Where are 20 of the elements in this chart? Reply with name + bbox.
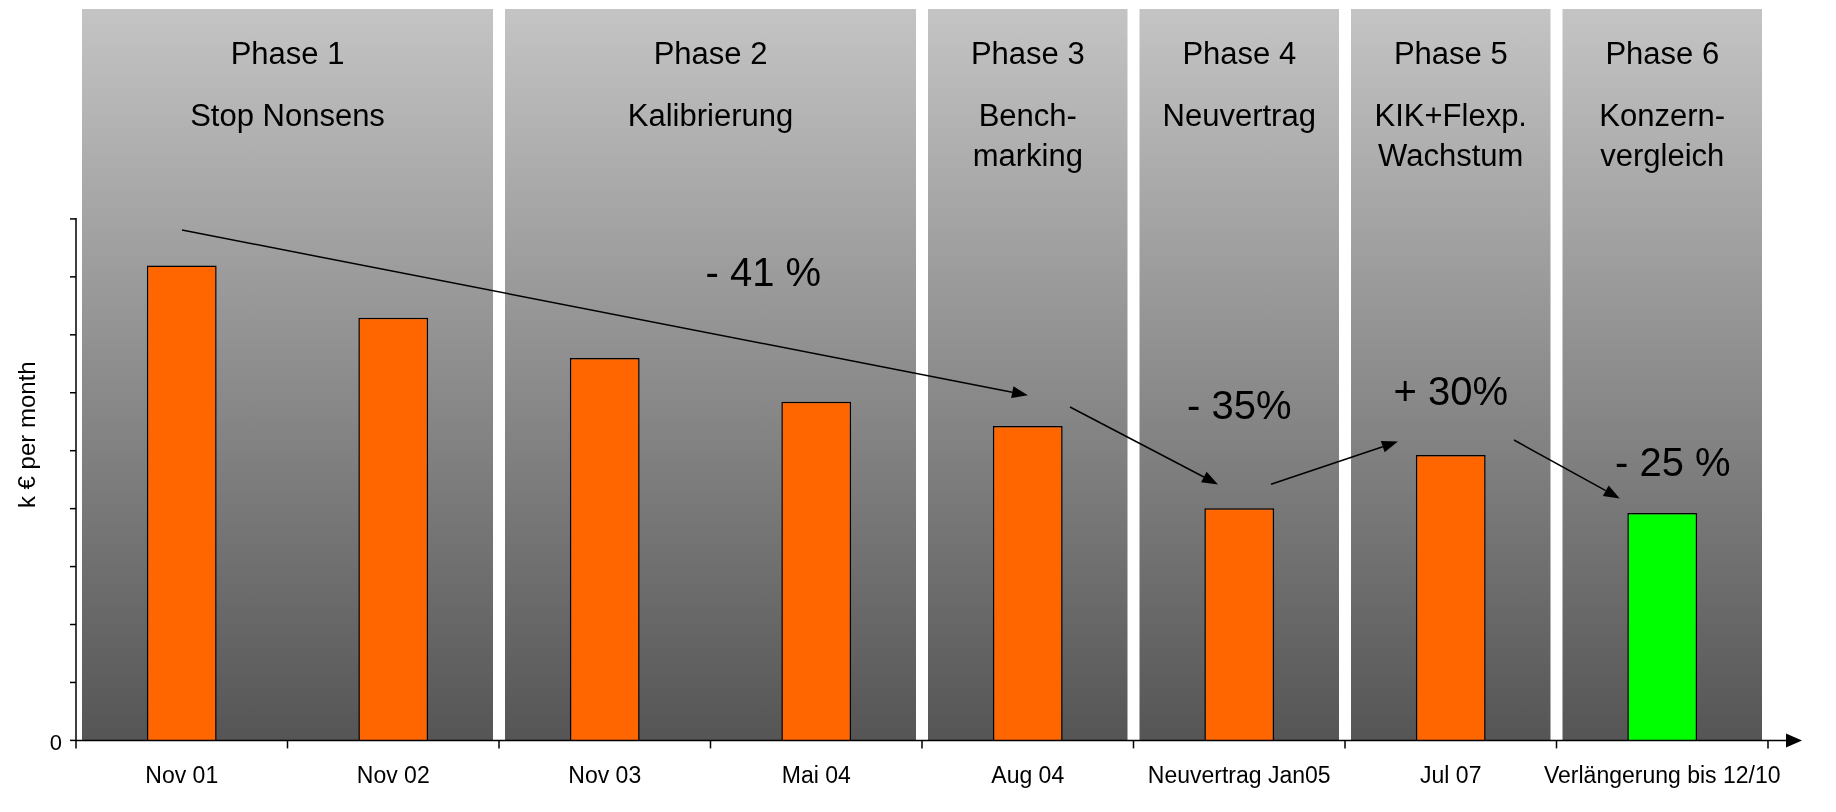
annotation: - 41 % <box>705 249 822 294</box>
x-tick-label: Nov 01 <box>145 761 219 788</box>
x-tick-label: Neuvertrag Jan05 <box>1147 761 1331 788</box>
y-axis-title: k € per month <box>12 361 40 509</box>
annotation: + 30% <box>1393 368 1509 413</box>
x-tick-label: Mai 04 <box>781 761 851 788</box>
x-tick-label: Verlängerung bis 12/10 <box>1543 761 1781 788</box>
x-tick-label: Nov 02 <box>356 761 430 788</box>
x-tick-label: Aug 04 <box>991 761 1065 788</box>
annotation: - 25 % <box>1615 439 1731 484</box>
annotation: - 35% <box>1187 382 1292 427</box>
x-tick-label: Jul 07 <box>1420 761 1482 788</box>
band-label: Phase 6 Konzern- vergleich <box>1599 35 1726 173</box>
band-label: Phase 5 KIK+Flexp. Wachstum <box>1374 35 1527 173</box>
text: 0 <box>49 730 62 756</box>
band-label: Phase 1 Stop Nonsens <box>190 35 385 133</box>
x-tick-label: Nov 03 <box>568 761 642 788</box>
band-label: Phase 4 Neuvertrag <box>1162 35 1316 133</box>
band-label: Phase 3 Bench- marking <box>970 35 1085 173</box>
band-label: Phase 2 Kalibrierung <box>627 35 794 133</box>
